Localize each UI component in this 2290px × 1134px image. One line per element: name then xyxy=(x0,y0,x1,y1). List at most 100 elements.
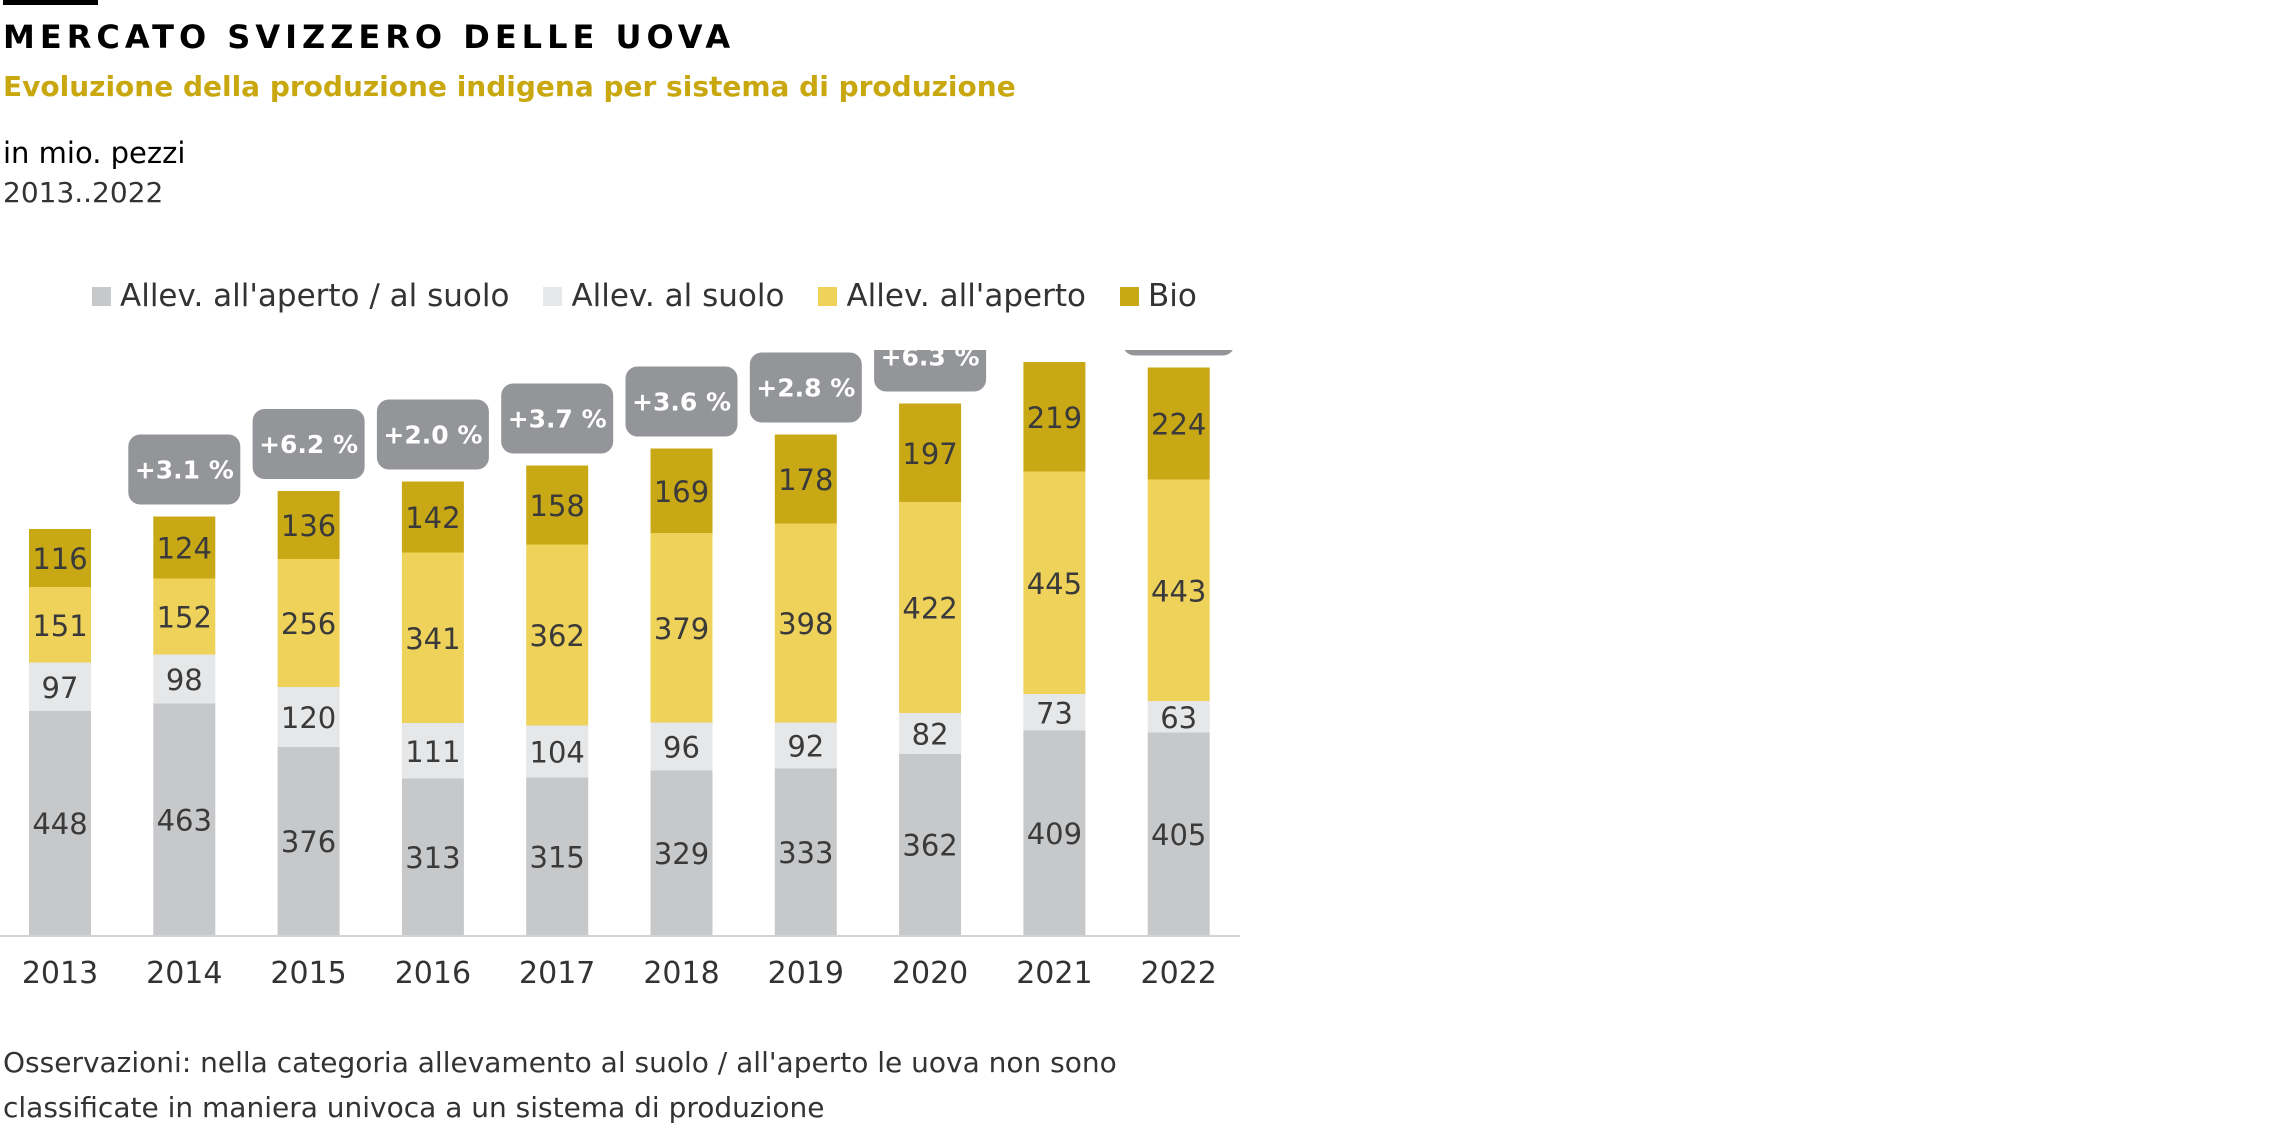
data-label-free-range-2022: 443 xyxy=(1151,574,1206,608)
x-tick-label-2016: 2016 xyxy=(395,956,471,991)
growth-label-2017: +3.7 % xyxy=(508,405,607,434)
bar-free-range-barn-2022 xyxy=(1147,732,1210,935)
data-label-organic-2018: 169 xyxy=(654,475,709,509)
bar-barn-2016 xyxy=(401,723,464,779)
bar-barn-2015 xyxy=(277,687,340,747)
data-label-free-range-barn-2019: 333 xyxy=(778,836,833,870)
legend-swatch-barn xyxy=(543,286,563,306)
data-label-free-range-2018: 379 xyxy=(654,612,709,646)
data-label-barn-2013: 97 xyxy=(42,671,79,705)
bar-barn-2021 xyxy=(1023,694,1086,731)
growth-label-2019: +2.8 % xyxy=(756,374,855,403)
growth-label-2020: +6.3 % xyxy=(881,350,980,372)
data-label-free-range-2021: 445 xyxy=(1027,567,1082,601)
x-tick-label-2018: 2018 xyxy=(643,956,719,991)
data-label-free-range-barn-2014: 463 xyxy=(157,803,212,837)
legend-item-free-range: Allev. all'aperto xyxy=(818,278,1086,314)
bar-organic-2013 xyxy=(29,529,91,587)
data-label-barn-2017: 104 xyxy=(530,736,585,770)
legend-label-barn: Allev. al suolo xyxy=(571,278,785,314)
data-label-organic-2019: 178 xyxy=(778,463,833,497)
bar-free-range-2022 xyxy=(1147,479,1210,701)
data-label-organic-2015: 136 xyxy=(281,509,336,543)
growth-badge-2022 xyxy=(1124,350,1233,356)
bar-free-range-2015 xyxy=(277,559,340,687)
stacked-bar-chart: 448 97 151 116 2013 463 98 152 124 +3.1 % 2014 376 1… xyxy=(0,350,1240,991)
growth-label-2018: +3.6 % xyxy=(632,388,731,417)
legend-swatch-free-range-barn xyxy=(92,286,111,306)
bar-free-range-2014 xyxy=(153,578,216,655)
data-label-free-range-barn-2017: 315 xyxy=(530,840,585,874)
bar-free-range-2021 xyxy=(1023,471,1086,694)
bar-organic-2015 xyxy=(277,491,340,559)
data-label-organic-2016: 142 xyxy=(405,501,460,535)
x-tick-label-2020: 2020 xyxy=(892,956,968,991)
data-label-free-range-barn-2015: 376 xyxy=(281,825,336,859)
growth-badge-2014 xyxy=(128,434,241,505)
data-label-free-range-2019: 398 xyxy=(778,607,833,641)
data-label-free-range-2013: 151 xyxy=(32,609,87,643)
chart-legend: Allev. all'aperto / al suolo Allev. al s… xyxy=(92,276,1231,316)
data-label-free-range-2017: 362 xyxy=(530,619,585,653)
growth-badge-2015 xyxy=(252,409,365,479)
bar-free-range-2018 xyxy=(650,533,713,723)
data-label-free-range-2020: 422 xyxy=(902,592,957,626)
bar-free-range-barn-2014 xyxy=(153,703,216,935)
bar-barn-2022 xyxy=(1147,701,1210,733)
growth-label-2015: +6.2 % xyxy=(259,430,358,459)
bar-free-range-barn-2013 xyxy=(29,711,91,935)
data-label-barn-2020: 82 xyxy=(912,718,949,752)
legend-item-organic: Bio xyxy=(1119,278,1197,314)
data-label-organic-2017: 158 xyxy=(530,489,585,523)
x-tick-label-2014: 2014 xyxy=(146,956,222,991)
footnote: Osservazioni: nella categoria allevament… xyxy=(3,1046,1117,1124)
x-tick-label-2019: 2019 xyxy=(768,956,844,991)
bar-organic-2021 xyxy=(1023,362,1086,472)
data-label-free-range-barn-2018: 329 xyxy=(654,837,709,871)
bar-free-range-barn-2019 xyxy=(774,768,837,935)
data-label-barn-2016: 111 xyxy=(405,735,460,769)
x-tick-label-2017: 2017 xyxy=(519,956,595,991)
x-tick-label-2022: 2022 xyxy=(1141,956,1217,991)
chart-title: MERCATO SVIZZERO DELLE UOVA xyxy=(3,18,736,56)
legend-label-organic: Bio xyxy=(1147,278,1197,314)
x-tick-label-2013: 2013 xyxy=(22,956,98,991)
bar-free-range-2017 xyxy=(526,544,589,726)
bar-barn-2019 xyxy=(774,722,837,769)
bar-free-range-2013 xyxy=(29,587,91,663)
legend-swatch-organic xyxy=(1119,286,1139,306)
bar-free-range-barn-2021 xyxy=(1023,730,1086,935)
data-label-barn-2015: 120 xyxy=(281,701,336,735)
bar-organic-2018 xyxy=(650,448,713,533)
bar-organic-2017 xyxy=(526,465,589,545)
data-label-free-range-barn-2021: 409 xyxy=(1027,817,1082,851)
bar-free-range-barn-2017 xyxy=(526,777,589,935)
title-rule xyxy=(3,0,98,5)
data-label-organic-2020: 197 xyxy=(902,437,957,471)
growth-badge-2017 xyxy=(501,383,614,454)
growth-label-2016: +2.0 % xyxy=(383,421,482,450)
bar-organic-2022 xyxy=(1147,367,1210,480)
data-label-barn-2014: 98 xyxy=(166,663,203,697)
unit-label: in mio. pezzi xyxy=(3,136,186,170)
legend-label-free-range: Allev. all'aperto xyxy=(846,278,1086,314)
bar-organic-2014 xyxy=(153,516,216,579)
data-label-organic-2021: 219 xyxy=(1027,401,1082,435)
data-label-free-range-barn-2020: 362 xyxy=(902,829,957,863)
bar-free-range-2019 xyxy=(774,523,837,723)
growth-badge-2016 xyxy=(376,399,489,470)
data-label-free-range-2015: 256 xyxy=(281,607,336,641)
x-tick-label-2015: 2015 xyxy=(270,956,346,991)
bar-barn-2017 xyxy=(526,725,589,778)
data-label-organic-2014: 124 xyxy=(157,532,212,566)
data-label-barn-2018: 96 xyxy=(663,731,700,765)
data-label-free-range-2014: 152 xyxy=(157,601,212,635)
bar-barn-2018 xyxy=(650,722,713,771)
data-label-free-range-barn-2022: 405 xyxy=(1151,818,1206,852)
data-label-free-range-2016: 341 xyxy=(405,622,460,656)
data-label-free-range-barn-2013: 448 xyxy=(32,807,87,841)
growth-badge-2020 xyxy=(874,350,987,392)
bar-free-range-2016 xyxy=(401,552,464,723)
bar-free-range-barn-2020 xyxy=(899,754,962,935)
data-label-barn-2019: 92 xyxy=(787,730,824,764)
